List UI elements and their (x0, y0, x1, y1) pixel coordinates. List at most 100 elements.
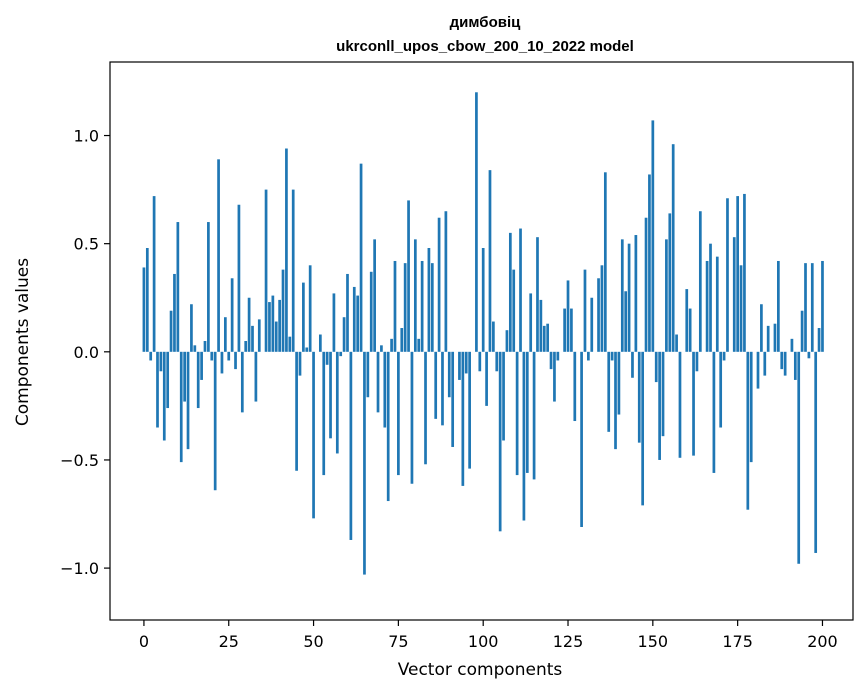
bar (369, 271, 373, 352)
bar (268, 302, 271, 352)
bar (505, 330, 509, 352)
bar (620, 239, 624, 352)
bar (447, 351, 451, 398)
bar (173, 273, 176, 352)
bar (590, 297, 594, 352)
bar (515, 351, 519, 476)
bar (210, 351, 214, 361)
bar (603, 172, 607, 352)
bar (349, 351, 353, 540)
bar (553, 351, 556, 402)
bar (736, 196, 740, 352)
bar (695, 351, 699, 372)
bar (390, 338, 393, 352)
bar (278, 299, 281, 352)
bar (176, 222, 180, 352)
bar (407, 200, 410, 352)
bar (658, 351, 661, 460)
bar (587, 351, 590, 361)
bar (247, 297, 251, 352)
bar (607, 351, 611, 432)
bar (227, 351, 231, 361)
bar (502, 351, 505, 441)
bar (285, 148, 288, 352)
x-tick-label: 150 (638, 632, 669, 651)
bar (492, 321, 495, 352)
bar (207, 222, 210, 352)
bar (183, 351, 186, 402)
bar (783, 351, 787, 376)
bar (196, 351, 200, 409)
bar (318, 334, 322, 352)
bar (685, 289, 689, 352)
bar (152, 196, 156, 352)
bar (386, 351, 390, 502)
bar (308, 265, 312, 352)
bar (810, 263, 814, 352)
bar (332, 293, 336, 352)
bar (427, 248, 431, 352)
bar (726, 198, 729, 352)
bar (329, 351, 332, 439)
bar (251, 325, 254, 352)
bar (322, 351, 326, 476)
bar (335, 351, 339, 454)
bar (661, 351, 665, 437)
bar (244, 341, 248, 352)
bar (478, 351, 482, 372)
bar (203, 341, 207, 352)
bar (281, 269, 285, 352)
bar (434, 351, 438, 419)
bar (312, 351, 315, 519)
bar (417, 338, 421, 352)
bar (519, 228, 522, 352)
bar (397, 351, 400, 476)
bar (220, 351, 224, 374)
bar (295, 351, 298, 471)
bar (797, 351, 801, 564)
bar (756, 351, 760, 389)
bar (671, 144, 675, 352)
bar (254, 351, 258, 402)
bar (159, 351, 163, 372)
bar (525, 351, 529, 473)
bar (356, 295, 360, 352)
bar (644, 217, 648, 352)
bar (580, 351, 583, 527)
bar (413, 239, 417, 352)
bar (705, 260, 709, 352)
bar (193, 345, 197, 352)
x-axis-ticks: 0 25 50 75 100 125 150 175 200 (139, 620, 838, 651)
bar (627, 243, 631, 352)
bar (634, 235, 638, 352)
bar (624, 291, 628, 352)
x-tick-label: 175 (722, 632, 753, 651)
bar (698, 211, 702, 352)
y-axis-label: Components values (13, 258, 33, 426)
bar (631, 351, 634, 378)
bar (536, 237, 539, 352)
bar (678, 351, 682, 458)
bar (380, 345, 383, 352)
bar (617, 351, 621, 415)
bar (709, 243, 712, 352)
bar (298, 351, 302, 376)
bar (739, 265, 743, 352)
y-axis-ticks: −1.0 −0.5 0.0 0.5 1.0 (60, 127, 110, 578)
bar (719, 351, 723, 428)
bar (346, 273, 349, 352)
bar (430, 263, 434, 352)
bar (665, 239, 668, 352)
bar (376, 351, 380, 413)
bar (437, 217, 441, 352)
bar (780, 351, 784, 370)
chart-title: димбовіц (450, 14, 521, 31)
x-tick-label: 75 (388, 632, 408, 651)
bar (366, 351, 370, 398)
bar (458, 351, 461, 380)
bar (461, 351, 465, 486)
bar (400, 328, 404, 352)
bar (692, 351, 695, 456)
bar (597, 278, 600, 352)
